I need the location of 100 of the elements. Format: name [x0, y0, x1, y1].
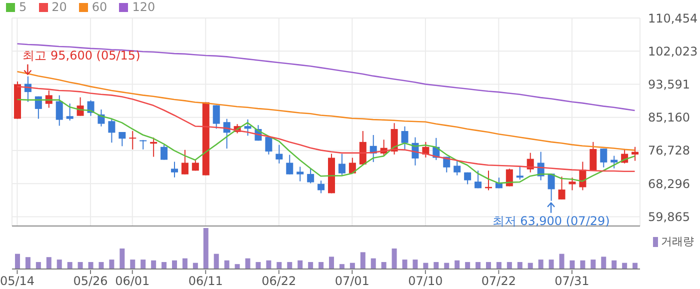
x-tick-label: 07/22	[481, 274, 516, 288]
candlestick	[129, 130, 136, 150]
line-series	[16, 70, 636, 151]
bar	[370, 258, 376, 269]
candlestick	[600, 148, 608, 168]
bar	[517, 262, 522, 269]
bar	[46, 257, 52, 269]
bar	[214, 254, 219, 269]
bar	[109, 260, 114, 269]
bar	[381, 262, 386, 269]
candlestick	[359, 130, 366, 165]
bar	[98, 262, 104, 269]
candlestick	[610, 155, 618, 169]
y-tick-label: 102,023	[648, 44, 698, 58]
bar	[151, 260, 156, 269]
candlestick	[286, 154, 294, 175]
candlestick	[34, 96, 42, 120]
bar	[203, 228, 208, 269]
bar	[570, 260, 575, 269]
candlestick	[516, 166, 524, 180]
x-tick-label: 05/14	[0, 274, 35, 288]
bar	[276, 262, 282, 269]
legend-label: 60	[92, 0, 108, 14]
bar	[476, 262, 481, 269]
candlestick	[401, 126, 408, 150]
y-tick-label: 59,865	[648, 210, 690, 224]
bar	[256, 262, 261, 269]
bar	[130, 260, 136, 269]
candlestick	[590, 141, 597, 171]
candlestick	[181, 149, 188, 175]
y-tick-label: 85,160	[648, 110, 690, 125]
bar	[506, 262, 512, 269]
bar	[496, 262, 502, 269]
bar	[612, 260, 617, 269]
bar	[78, 262, 83, 269]
candlestick	[66, 103, 74, 122]
bar	[25, 257, 30, 269]
bar	[120, 248, 125, 269]
candlestick	[212, 104, 220, 130]
bar	[308, 262, 314, 269]
bar	[548, 260, 554, 269]
bar	[287, 262, 292, 269]
x-tick-label: 06/11	[188, 274, 223, 288]
y-tick-label: 76,728	[648, 144, 690, 158]
candlestick	[558, 176, 566, 200]
bar	[434, 262, 439, 269]
candlestick	[548, 173, 555, 202]
bar	[392, 248, 397, 269]
candlestick	[318, 180, 325, 194]
bar	[172, 260, 177, 269]
candlestick	[568, 177, 576, 191]
bar	[590, 260, 596, 269]
candlestick	[474, 170, 482, 189]
bar	[298, 260, 303, 269]
bar	[412, 260, 418, 269]
candlestick	[632, 146, 639, 162]
bar	[601, 256, 606, 269]
bar	[465, 262, 470, 269]
candlestick	[118, 132, 126, 147]
candlestick	[454, 160, 461, 176]
bar	[140, 260, 146, 269]
candlestick	[244, 118, 252, 136]
bar	[182, 258, 188, 269]
bar	[88, 262, 94, 269]
candlestick	[108, 118, 116, 144]
candlestick	[276, 144, 283, 164]
line-series	[16, 43, 636, 112]
bar	[234, 264, 240, 269]
bar	[318, 262, 324, 269]
annotation: 최고 95,600 (05/15)	[22, 48, 140, 62]
candlestick	[307, 168, 314, 184]
y-tick-label: 68,296	[648, 176, 690, 191]
bar	[559, 254, 564, 269]
bar	[15, 254, 20, 269]
candlestick	[56, 94, 63, 126]
legend-label: 20	[52, 0, 67, 14]
candlestick	[171, 161, 178, 178]
bar	[580, 260, 586, 269]
bar	[245, 258, 250, 269]
bar	[266, 260, 272, 269]
x-tick-label: 07/01	[334, 274, 370, 288]
bar	[454, 260, 460, 269]
bar	[486, 262, 491, 269]
candlestick	[296, 166, 304, 182]
candlestick	[338, 153, 346, 176]
y-tick-label: 110,454	[648, 11, 698, 26]
x-tick-label: 06/22	[262, 274, 296, 288]
x-tick-label: 07/10	[408, 274, 443, 288]
bar	[224, 260, 230, 269]
bar	[56, 260, 62, 269]
legend-label: 5	[19, 0, 27, 14]
legend-label: 거래량	[661, 234, 694, 249]
candlestick	[265, 136, 272, 156]
legend-label: 120	[132, 0, 156, 14]
annotation: 최저 63,900 (07/29)	[492, 214, 610, 228]
candlestick	[45, 90, 52, 108]
x-tick-label: 06/01	[115, 274, 150, 288]
bar	[402, 260, 408, 269]
bar	[162, 262, 167, 269]
candlestick	[160, 144, 168, 160]
